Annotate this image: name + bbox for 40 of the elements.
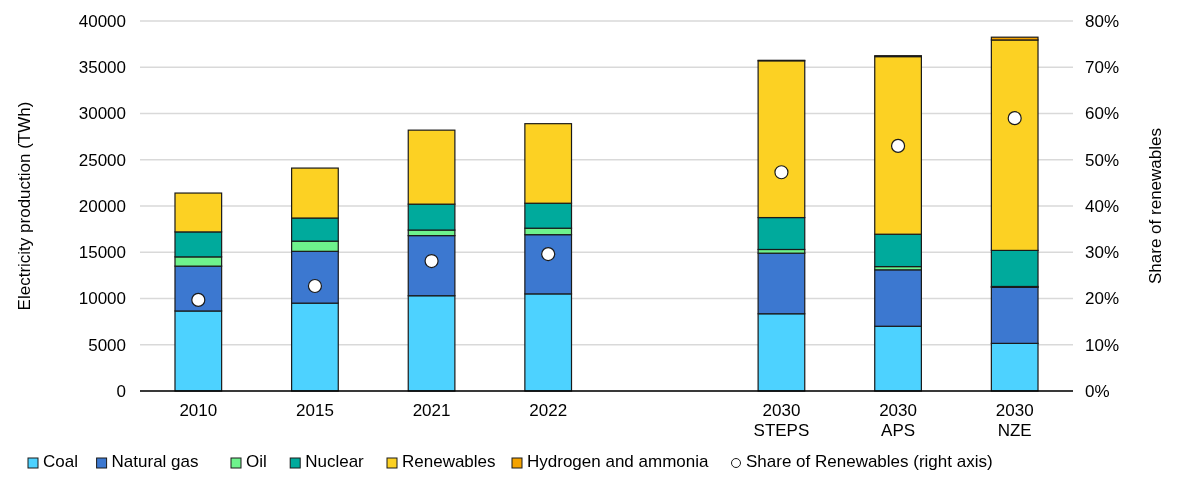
point — [890, 138, 906, 153]
point — [774, 165, 789, 180]
y-tick-label: 40000 — [78, 11, 126, 31]
y-tick-label: 35000 — [78, 58, 126, 78]
x-tick-label: 2021 — [412, 401, 451, 420]
x-tick-label: 2022 — [529, 401, 568, 420]
point — [191, 292, 206, 307]
legend-label: Oil — [246, 452, 267, 471]
y-tick-label: 10000 — [78, 289, 126, 309]
y2-axis-title: Share of renewables — [1145, 128, 1165, 284]
y-tick-label: 5000 — [88, 335, 126, 355]
y-tick-label: 30000 — [78, 104, 126, 124]
y2-tick-label: 60% — [1085, 104, 1120, 124]
legend-label: Natural gas — [111, 452, 199, 471]
y-tick-label: 25000 — [78, 150, 126, 170]
legend-label: Share of Renewables (right axis) — [746, 452, 993, 471]
y2-tick-label: 40% — [1085, 196, 1120, 216]
x-tick-label: 2015 — [296, 401, 334, 420]
x-tick-label: 2010 — [179, 401, 218, 420]
x-tick-label: 2030 NZE — [995, 401, 1034, 440]
x-tick-label: 2030 APS — [879, 401, 917, 440]
point — [1007, 111, 1022, 126]
x-tick-label: 2030 STEPS — [753, 401, 810, 440]
legend-label: Nuclear — [305, 452, 365, 471]
point — [307, 278, 323, 294]
y2-tick-label: 30% — [1085, 243, 1120, 263]
legend-label: Hydrogen and ammonia — [527, 452, 709, 471]
legend-label: Coal — [43, 452, 78, 471]
y-tick-label: 15000 — [78, 243, 126, 263]
y2-tick-label: 70% — [1085, 58, 1120, 78]
legend-label: Renewables — [402, 452, 496, 471]
y2-tick-label: 0% — [1085, 381, 1110, 401]
point — [541, 247, 556, 262]
y2-tick-label: 20% — [1085, 289, 1120, 309]
y2-tick-label: 10% — [1085, 335, 1120, 355]
y2-tick-label: 80% — [1085, 11, 1120, 31]
y2-tick-label: 50% — [1085, 150, 1120, 170]
y-axis-title: Electricity production (TWh) — [14, 101, 34, 311]
y-tick-label: 0 — [116, 381, 126, 401]
y-tick-label: 20000 — [78, 196, 126, 216]
